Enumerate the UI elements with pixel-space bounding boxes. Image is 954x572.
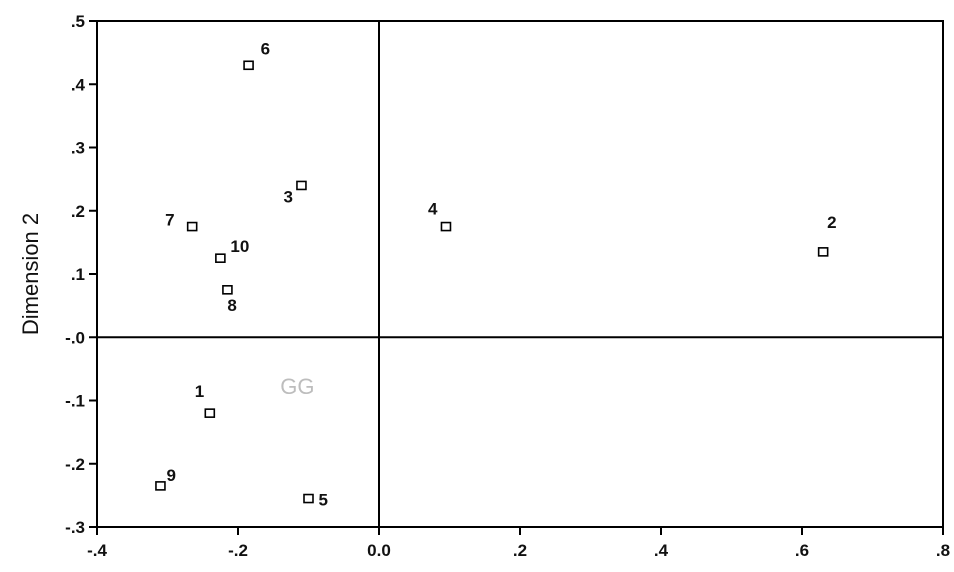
point-label: 2	[827, 213, 836, 232]
point-marker	[243, 60, 254, 71]
x-axis-ticks: -.4 -.2 0.0 .2 .4 .6 .8	[87, 527, 950, 560]
point-marker	[222, 285, 233, 295]
point-marker	[215, 253, 226, 263]
point-marker	[303, 493, 314, 504]
data-points: 1 2 3 4 5 6 7 8 9 10	[155, 39, 837, 510]
x-tick-label: -.2	[228, 541, 248, 560]
y-axis-title: Dimension 2	[18, 213, 43, 335]
y-tick-label: -.0	[65, 328, 85, 347]
x-tick-label: .2	[513, 541, 527, 560]
point-marker	[817, 247, 829, 257]
y-axis-ticks: .5 .4 .3 .2 .1 -.0 -.1 -.2 -.3	[65, 12, 97, 537]
x-tick-label: 0.0	[367, 541, 391, 560]
y-tick-label: .1	[71, 265, 85, 284]
plot-frame	[96, 20, 944, 528]
point-label: 9	[166, 466, 175, 485]
x-tick-label: .4	[654, 541, 669, 560]
y-tick-label: -.3	[65, 518, 85, 537]
x-tick-label: .6	[795, 541, 809, 560]
point-marker	[204, 408, 216, 418]
point-label: 8	[227, 296, 236, 315]
point-label: 6	[261, 39, 270, 58]
x-tick-label: .8	[936, 541, 950, 560]
point-label: 5	[319, 491, 328, 510]
y-tick-label: -.2	[65, 455, 85, 474]
y-tick-label: .3	[71, 139, 85, 158]
point-label: 10	[230, 237, 249, 256]
point-label: 3	[283, 187, 292, 206]
y-tick-label: .4	[71, 75, 86, 94]
point-marker	[440, 221, 452, 232]
point-label: 4	[428, 200, 438, 219]
point-marker	[186, 221, 198, 232]
y-tick-label: .5	[71, 12, 85, 31]
point-label: 7	[165, 211, 174, 230]
point-label: 1	[195, 382, 204, 401]
point-marker	[155, 481, 166, 491]
annotations: GG	[280, 374, 314, 399]
x-tick-label: -.4	[87, 541, 107, 560]
y-tick-label: .2	[71, 202, 85, 221]
point-marker	[296, 180, 307, 191]
y-tick-label: -.1	[65, 392, 85, 411]
annotation-text: GG	[280, 374, 314, 399]
